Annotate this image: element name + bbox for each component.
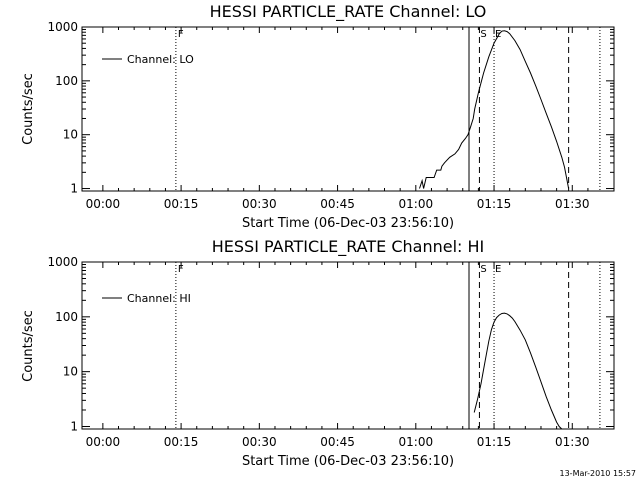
flag-label-f: F: [178, 264, 184, 275]
y-tick-label: 1000: [47, 255, 78, 269]
x-axis-ticks: 00:00 00:15 00:30 00:45 01:00 01:15 01:30: [86, 27, 590, 211]
y-axis-label: Counts/sec: [21, 310, 36, 382]
panel-title: HESSI PARTICLE_RATE Channel: LO: [210, 2, 487, 22]
x-tick-label: 00:45: [320, 197, 355, 211]
event-marker-lines: [175, 262, 601, 429]
flag-label-f: F: [178, 29, 184, 40]
series-line: [419, 30, 570, 189]
y-tick-label: 1: [70, 419, 78, 433]
flag-label-s: S: [480, 264, 486, 275]
hi-channel-panel: HESSI PARTICLE_RATE Channel: HI 00:00 00:…: [21, 237, 615, 469]
legend-label: Channel: LO: [127, 53, 194, 66]
lo-channel-panel: HESSI PARTICLE_RATE Channel: LO 00:00 00:…: [21, 2, 615, 231]
x-tick-label: 00:45: [320, 435, 355, 449]
legend-label: Channel: HI: [127, 292, 191, 305]
series-group: [419, 30, 570, 189]
x-axis-label: Start Time (06-Dec-03 23:56:10): [242, 216, 454, 231]
x-tick-label: 01:30: [555, 435, 590, 449]
x-tick-label: 01:15: [477, 197, 512, 211]
y-axis-ticks: 1 10 100 1000: [47, 255, 614, 433]
x-axis-label: Start Time (06-Dec-03 23:56:10): [242, 454, 454, 469]
x-tick-label: 01:00: [399, 197, 434, 211]
event-marker-lines: [175, 27, 601, 191]
y-axis-label: Counts/sec: [21, 73, 36, 145]
flag-label-s: S: [480, 29, 486, 40]
x-axis-ticks: 00:00 00:15 00:30 00:45 01:00 01:15 01:30: [86, 262, 590, 449]
y-tick-label: 10: [63, 128, 78, 142]
x-tick-label: 01:15: [477, 435, 512, 449]
legend: Channel: LO: [102, 53, 194, 66]
plot-frame: [81, 261, 615, 430]
x-tick-label: 00:15: [164, 197, 199, 211]
x-tick-label: 00:00: [86, 435, 121, 449]
x-tick-label: 00:30: [242, 197, 277, 211]
y-tick-label: 1000: [47, 20, 78, 34]
x-tick-label: 01:30: [555, 197, 590, 211]
y-tick-label: 100: [55, 310, 78, 324]
series-line: [473, 312, 563, 430]
x-tick-label: 01:00: [399, 435, 434, 449]
timestamp: 13-Mar-2010 15:57: [560, 469, 637, 478]
flag-label-e: E: [495, 264, 501, 275]
y-tick-label: 100: [55, 74, 78, 88]
panel-title: HESSI PARTICLE_RATE Channel: HI: [212, 237, 485, 257]
x-tick-label: 00:00: [86, 197, 121, 211]
legend: Channel: HI: [102, 292, 191, 305]
plot-frame: [81, 26, 615, 192]
series-group: [473, 312, 563, 430]
x-tick-label: 00:15: [164, 435, 199, 449]
y-tick-label: 10: [63, 365, 78, 379]
y-tick-label: 1: [70, 182, 78, 196]
y-axis-ticks: 1 10 100 1000: [47, 20, 614, 196]
flag-label-e: E: [495, 29, 501, 40]
x-tick-label: 00:30: [242, 435, 277, 449]
